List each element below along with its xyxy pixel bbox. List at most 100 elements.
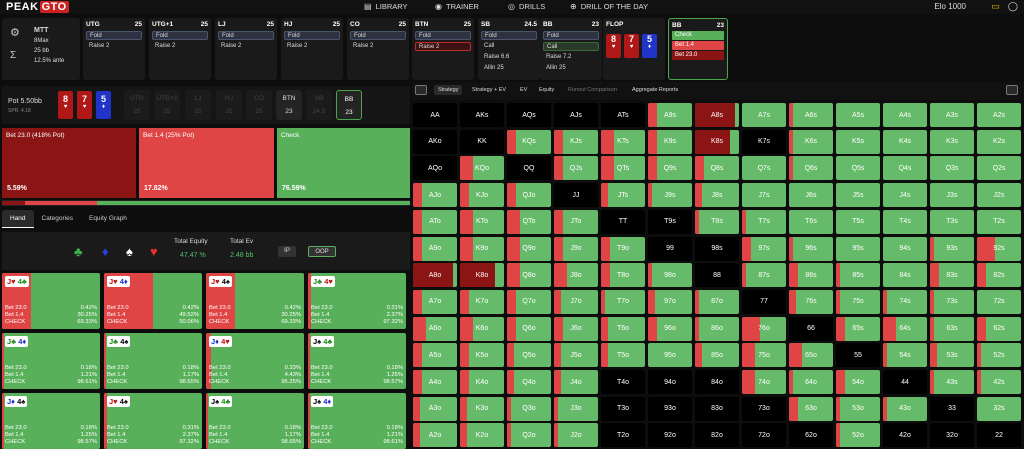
tab-hand[interactable]: Hand <box>2 210 34 228</box>
tab-equity-graph[interactable]: Equity Graph <box>88 215 127 222</box>
range-cell[interactable]: J8s <box>695 183 739 208</box>
range-cell[interactable]: 33 <box>930 396 974 421</box>
range-cell[interactable]: J8o <box>554 263 598 288</box>
tab-runout-comparison[interactable]: Runout Comparison <box>568 87 617 93</box>
range-cell[interactable]: A9o <box>413 236 457 261</box>
range-cell[interactable]: 72s <box>977 289 1021 314</box>
seat-lj[interactable]: LJ 25 <box>185 90 211 120</box>
range-cell[interactable]: K9o <box>460 236 504 261</box>
position-option[interactable]: Allin 25 <box>484 65 504 71</box>
range-cell[interactable]: Q3o <box>507 396 551 421</box>
range-cell[interactable]: AQo <box>413 156 457 181</box>
range-cell[interactable]: 97o <box>648 289 692 314</box>
range-cell[interactable]: 84o <box>695 370 739 394</box>
range-cell[interactable]: A4o <box>413 370 457 394</box>
range-cell[interactable]: 87o <box>695 289 739 314</box>
combo-card[interactable]: J♠ 4♣ Bet 23.0 0.18% Bet 1.4 1.25% CHECK 98.57… <box>308 333 406 389</box>
combo-card[interactable]: J♥ 4♠ Bet 23.0 0.31% Bet 1.4 2.37% CHECK 97.32… <box>104 393 202 449</box>
range-cell[interactable]: 75s <box>836 289 880 314</box>
range-cell[interactable]: 98s <box>695 236 739 261</box>
position-option[interactable]: Raise 2 <box>155 43 176 49</box>
tab-aggregate-reports[interactable]: Aggregate Reports <box>632 87 679 93</box>
seat-hj[interactable]: HJ 25 <box>216 90 242 120</box>
range-cell[interactable]: AQs <box>507 103 551 127</box>
position-option[interactable]: Raise 6.6 <box>484 54 510 60</box>
range-cell[interactable]: K5o <box>460 343 504 368</box>
position-hj[interactable]: HJ 25 Fold Raise 2 <box>281 18 343 80</box>
range-cell[interactable]: T8o <box>601 263 645 288</box>
range-cell[interactable]: 63o <box>789 396 833 421</box>
bb-action-panel[interactable]: BB 23 Check Bet 1.4 Bet 23.0 <box>668 18 728 80</box>
range-cell[interactable]: T9o <box>601 236 645 261</box>
range-cell[interactable]: J4s <box>883 183 927 208</box>
range-cell[interactable]: 55 <box>836 343 880 368</box>
range-cell[interactable]: 82o <box>695 423 739 448</box>
position-btn[interactable]: BTN 25 Fold Raise 2 <box>412 18 474 80</box>
range-cell[interactable]: 43s <box>930 370 974 394</box>
range-cell[interactable]: 92s <box>977 236 1021 261</box>
position-lj[interactable]: LJ 25 Fold Raise 2 <box>215 18 277 80</box>
range-cell[interactable]: 63s <box>930 316 974 341</box>
range-cell[interactable]: KQo <box>460 156 504 181</box>
range-cell[interactable]: K9s <box>648 129 692 154</box>
range-cell[interactable]: 62o <box>789 423 833 448</box>
range-cell[interactable]: JTo <box>554 209 598 234</box>
range-cell[interactable]: 64s <box>883 316 927 341</box>
range-cell[interactable]: J2o <box>554 423 598 448</box>
range-cell[interactable]: TT <box>601 209 645 234</box>
range-cell[interactable]: Q4o <box>507 370 551 394</box>
range-cell[interactable]: A4s <box>883 103 927 127</box>
sigma-icon[interactable]: Σ <box>10 50 17 61</box>
bet-small-option[interactable]: Bet 1.4 <box>672 41 724 50</box>
position-option[interactable]: Fold <box>543 31 599 40</box>
range-cell[interactable]: 88 <box>695 263 739 288</box>
range-cell[interactable]: 76o <box>742 316 786 341</box>
range-cell[interactable]: 42s <box>977 370 1021 394</box>
tab-ev[interactable]: EV <box>520 87 528 93</box>
range-cell[interactable]: 99 <box>648 236 692 261</box>
range-cell[interactable]: K8o <box>460 263 504 288</box>
action-check[interactable]: Check 76.59% <box>277 128 410 198</box>
range-cell[interactable]: 87s <box>742 263 786 288</box>
range-cell[interactable]: Q7o <box>507 289 551 314</box>
range-cell[interactable]: 53o <box>836 396 880 421</box>
range-cell[interactable]: J5o <box>554 343 598 368</box>
range-cell[interactable]: T3s <box>930 209 974 234</box>
range-cell[interactable]: AKs <box>460 103 504 127</box>
range-cell[interactable]: AKo <box>413 129 457 154</box>
range-cell[interactable]: 93o <box>648 396 692 421</box>
range-cell[interactable]: Q4s <box>883 156 927 181</box>
seat-btn[interactable]: BTN 23 <box>276 90 302 120</box>
position-option[interactable]: Raise 2 <box>89 43 110 49</box>
combo-card[interactable]: J♦ 4♠ Bet 23.0 0.18% Bet 1.4 1.25% CHECK 98.57… <box>2 393 100 449</box>
range-cell[interactable]: Q9s <box>648 156 692 181</box>
range-cell[interactable]: 86s <box>789 263 833 288</box>
range-cell[interactable]: Q7s <box>742 156 786 181</box>
range-cell[interactable]: QJs <box>554 156 598 181</box>
range-cell[interactable]: K3s <box>930 129 974 154</box>
range-cell[interactable]: 75o <box>742 343 786 368</box>
range-cell[interactable]: JTs <box>601 183 645 208</box>
combo-card[interactable]: J♠ 4♦ Bet 23.0 0.18% Bet 1.4 1.21% CHECK 98.61… <box>308 393 406 449</box>
nav-drills[interactable]: ◎ DRILLS <box>508 2 546 11</box>
seat-utgplus1[interactable]: UTG+1 25 <box>154 90 180 120</box>
position-option[interactable]: Raise 2 <box>415 42 471 51</box>
combo-card[interactable]: J♥ 4♦ Bet 23.0 0.42% Bet 1.4 49.52% CHECK 50.0… <box>104 273 202 329</box>
gear-icon[interactable]: ⚙ <box>10 27 20 39</box>
position-option[interactable]: Call <box>484 43 495 49</box>
position-bb[interactable]: BB 23 Fold Call Raise 7.2 Allin 25 <box>540 18 602 80</box>
range-cell[interactable]: 52o <box>836 423 880 448</box>
range-cell[interactable]: 74o <box>742 370 786 394</box>
nav-library[interactable]: ▤ LIBRARY <box>364 2 408 11</box>
user-icon[interactable]: ◯ <box>1007 1 1018 11</box>
range-cell[interactable]: J6o <box>554 316 598 341</box>
range-cell[interactable]: K2s <box>977 129 1021 154</box>
range-cell[interactable]: T2o <box>601 423 645 448</box>
range-cell[interactable]: QTo <box>507 209 551 234</box>
range-cell[interactable]: K4o <box>460 370 504 394</box>
range-cell[interactable]: AJs <box>554 103 598 127</box>
range-cell[interactable]: J3s <box>930 183 974 208</box>
range-cell[interactable]: 73s <box>930 289 974 314</box>
range-cell[interactable]: AJo <box>413 183 457 208</box>
range-cell[interactable]: 98o <box>648 263 692 288</box>
